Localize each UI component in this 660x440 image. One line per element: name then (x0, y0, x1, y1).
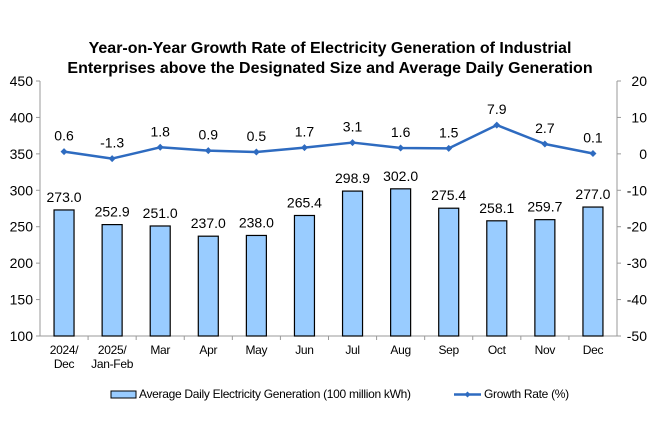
bar-data-label: 237.0 (191, 215, 226, 231)
line-data-label: -1.3 (100, 135, 124, 151)
line-point-marker (300, 144, 308, 152)
bar (341, 190, 364, 337)
growth-rate-line (63, 123, 594, 160)
bar (390, 188, 412, 337)
x-tick-label: Apr (199, 343, 217, 357)
bar (293, 214, 316, 337)
bar (438, 207, 460, 337)
x-tick-label: Dec (583, 343, 604, 357)
right-tick-label: -20 (627, 219, 647, 235)
legend-bar-swatch (110, 390, 137, 399)
line-data-label: 0.9 (199, 127, 219, 143)
legend-line-marker (464, 391, 471, 398)
line-point-marker (252, 148, 260, 156)
bar (101, 224, 123, 337)
legend: Average Daily Electricity Generation (10… (110, 387, 569, 401)
bar-data-label: 252.9 (95, 204, 130, 220)
bar-data-label: 302.0 (383, 168, 418, 184)
line-data-label: 1.8 (150, 123, 170, 139)
left-tick-label: 250 (10, 219, 34, 235)
bar (245, 234, 267, 337)
line-point-marker (397, 144, 405, 152)
x-tick-label: 2025/ (98, 343, 127, 357)
bar (486, 220, 508, 337)
line-data-label: 1.7 (295, 124, 315, 140)
legend-bar-label: Average Daily Electricity Generation (10… (139, 387, 411, 401)
right-tick-label: 0 (639, 146, 647, 162)
left-tick-label: 350 (10, 146, 34, 162)
line-data-label: 0.5 (247, 128, 267, 144)
legend-line-label: Growth Rate (%) (484, 387, 569, 401)
line-data-label: 3.1 (343, 119, 363, 135)
bar (53, 209, 75, 337)
line-point-marker (541, 140, 549, 148)
chart-title-line-2: Enterprises above the Designated Size an… (67, 60, 592, 77)
bar-data-label: 265.4 (287, 194, 322, 210)
x-tick-label: Sep (438, 343, 459, 357)
bar-data-label: 275.4 (431, 187, 466, 203)
bar-data-label: 251.0 (143, 205, 178, 221)
bar-data-label: 298.9 (335, 170, 370, 186)
left-tick-label: 300 (10, 182, 34, 198)
left-tick-label: 100 (10, 328, 34, 344)
line-data-label: 0.1 (583, 129, 603, 145)
line-data-label: 2.7 (535, 120, 555, 136)
bar (197, 235, 219, 337)
right-tick-label: -40 (627, 292, 647, 308)
bar-data-label: 277.0 (575, 186, 610, 202)
line-point-marker (445, 144, 453, 152)
bar (149, 225, 171, 337)
x-tick-label: 2024/ (50, 343, 79, 357)
right-tick-label: -30 (627, 255, 647, 271)
left-tick-label: 200 (10, 255, 34, 271)
left-tick-label: 400 (10, 109, 34, 125)
bar-data-label: 259.7 (527, 199, 562, 215)
x-tick-label: Jul (345, 343, 359, 357)
x-tick-label: Dec (54, 357, 75, 371)
right-tick-label: 10 (631, 109, 647, 125)
x-tick-label: Nov (535, 343, 556, 357)
x-tick-label: Jun (295, 343, 313, 357)
line-point-marker (589, 149, 597, 157)
line-point-marker (108, 155, 116, 163)
left-tick-label: 150 (10, 292, 34, 308)
line-point-marker (204, 147, 212, 155)
line-point-marker (60, 148, 68, 156)
line-data-label: 1.6 (391, 124, 411, 140)
bar-data-label: 238.0 (239, 214, 274, 230)
bar-series: 273.0 252.9 251.0 237.0 238.0 265.4 298.9 302.0… (47, 168, 611, 337)
x-tick-label: Mar (150, 343, 170, 357)
right-tick-label: -10 (627, 182, 647, 198)
x-tick-label: Aug (390, 343, 410, 357)
bar (534, 219, 556, 337)
right-tick-label: 20 (631, 73, 647, 89)
line-data-label: 7.9 (487, 101, 507, 117)
line-data-label: 1.5 (439, 124, 459, 140)
chart-title-line-1: Year-on-Year Growth Rate of Electricity … (89, 40, 572, 57)
line-point-marker (156, 143, 164, 151)
line-point-marker (349, 139, 357, 147)
axes: 45040035030025020015010020100-10-20-30-4… (10, 73, 648, 371)
right-tick-label: -50 (627, 328, 647, 344)
x-tick-label: May (245, 343, 267, 357)
bar-data-label: 273.0 (47, 189, 82, 205)
x-tick-label: Jan-Feb (91, 357, 134, 371)
line-point-marker (493, 121, 501, 129)
line-data-label: 0.6 (54, 128, 74, 144)
bar (582, 206, 604, 337)
bar-data-label: 258.1 (479, 200, 514, 216)
left-tick-label: 450 (10, 73, 34, 89)
x-tick-label: Oct (488, 343, 507, 357)
line-series: 0.6 -1.3 1.8 0.9 0.5 1.7 3.1 1.6 1.5 7.9 2.7 0.1 (54, 101, 603, 163)
